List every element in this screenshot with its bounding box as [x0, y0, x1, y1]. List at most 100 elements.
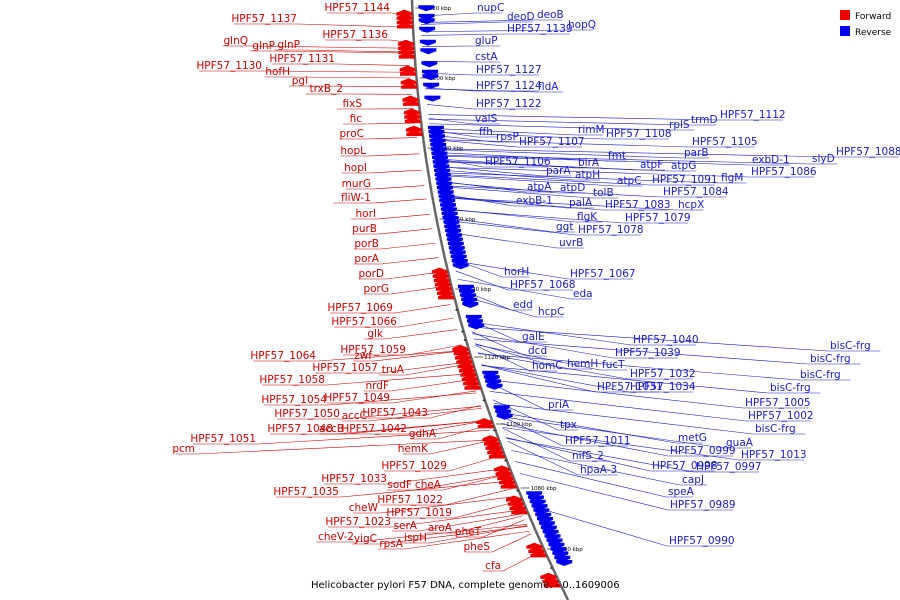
- reverse-gene-arrow[interactable]: [533, 508, 550, 515]
- forward-gene-label[interactable]: cheV-2: [318, 531, 354, 543]
- reverse-gene-arrow[interactable]: [496, 413, 513, 420]
- reverse-gene-label[interactable]: nupC: [477, 2, 504, 14]
- forward-gene-arrow[interactable]: [483, 439, 500, 446]
- reverse-gene-arrow[interactable]: [556, 560, 573, 566]
- forward-gene-label[interactable]: truA: [382, 364, 405, 376]
- forward-gene-arrow[interactable]: [456, 357, 473, 364]
- forward-gene-label[interactable]: HPF57_1057: [312, 362, 378, 374]
- reverse-gene-arrow[interactable]: [486, 383, 503, 390]
- forward-gene-arrow[interactable]: [476, 418, 493, 425]
- forward-gene-arrow[interactable]: [431, 267, 448, 274]
- reverse-gene-label[interactable]: hopQ: [568, 19, 596, 31]
- reverse-gene-label[interactable]: bisC-frg: [830, 340, 871, 352]
- reverse-gene-label[interactable]: HPF57_1002: [748, 410, 814, 422]
- reverse-gene-label[interactable]: atpA: [527, 181, 552, 193]
- reverse-gene-label[interactable]: bisC-frg: [770, 382, 811, 394]
- forward-gene-label[interactable]: HPF57_1048: [267, 423, 333, 435]
- reverse-gene-label[interactable]: parA: [546, 165, 571, 177]
- reverse-gene-label[interactable]: rimM: [578, 124, 605, 136]
- reverse-gene-label[interactable]: birA: [578, 157, 600, 169]
- forward-gene-label[interactable]: fic: [350, 113, 363, 125]
- reverse-gene-label[interactable]: HPF57_1091: [652, 174, 718, 186]
- reverse-gene-label[interactable]: HPF57_1039: [615, 347, 681, 359]
- reverse-gene-label[interactable]: slyD: [812, 153, 835, 165]
- forward-gene-label[interactable]: serA: [394, 520, 418, 532]
- forward-gene-label[interactable]: HPF57_1022: [377, 494, 443, 506]
- forward-gene-arrow[interactable]: [457, 362, 474, 369]
- forward-gene-arrow[interactable]: [487, 448, 504, 455]
- forward-gene-label[interactable]: pcm: [172, 443, 195, 455]
- reverse-gene-label[interactable]: atpC: [617, 175, 642, 187]
- reverse-gene-label[interactable]: HPF57_1139: [507, 23, 573, 35]
- reverse-gene-label[interactable]: HPF57_1084: [663, 186, 729, 198]
- forward-gene-arrow[interactable]: [404, 117, 421, 124]
- forward-gene-arrow[interactable]: [396, 9, 413, 16]
- forward-gene-arrow[interactable]: [438, 293, 455, 300]
- reverse-gene-label[interactable]: hpaA-3: [580, 464, 617, 476]
- reverse-gene-label[interactable]: cstA: [475, 51, 498, 63]
- reverse-gene-label[interactable]: tpx: [560, 419, 577, 431]
- reverse-gene-label[interactable]: HPF57_0998: [652, 460, 718, 472]
- forward-gene-arrow[interactable]: [505, 495, 522, 502]
- forward-gene-arrow[interactable]: [399, 65, 416, 72]
- forward-gene-arrow[interactable]: [454, 353, 471, 360]
- reverse-gene-arrow[interactable]: [421, 61, 438, 68]
- forward-gene-label[interactable]: glnP: [252, 40, 275, 52]
- reverse-gene-label[interactable]: gluP: [475, 35, 498, 47]
- reverse-gene-label[interactable]: HPF57_1107: [519, 136, 585, 148]
- forward-gene-label[interactable]: accC: [342, 410, 367, 422]
- reverse-gene-label[interactable]: exbD-1: [752, 154, 790, 166]
- reverse-gene-arrow[interactable]: [418, 5, 435, 12]
- forward-gene-arrow[interactable]: [482, 435, 499, 442]
- forward-gene-arrow[interactable]: [544, 581, 561, 588]
- forward-gene-label[interactable]: cfa: [485, 560, 501, 572]
- forward-gene-arrow[interactable]: [507, 499, 524, 506]
- reverse-gene-label[interactable]: exbB-1: [516, 195, 553, 207]
- reverse-gene-arrow[interactable]: [418, 18, 435, 25]
- reverse-gene-label[interactable]: HPF57_1034: [630, 381, 696, 393]
- forward-gene-arrow[interactable]: [432, 271, 449, 278]
- forward-gene-label[interactable]: HPF57_1136: [322, 29, 388, 41]
- reverse-gene-label[interactable]: deoB: [537, 9, 564, 21]
- forward-gene-label[interactable]: gdhA: [409, 428, 437, 440]
- forward-gene-arrow[interactable]: [500, 482, 517, 489]
- reverse-gene-label[interactable]: nifS_2: [572, 450, 604, 462]
- forward-gene-arrow[interactable]: [497, 474, 514, 480]
- reverse-gene-label[interactable]: HPF57_1127: [476, 64, 542, 76]
- reverse-gene-label[interactable]: HPF57_1122: [476, 98, 542, 110]
- forward-gene-label[interactable]: glnQ: [223, 35, 248, 47]
- reverse-gene-label[interactable]: HPF57_1011: [565, 435, 631, 447]
- reverse-gene-label[interactable]: edd: [513, 299, 533, 311]
- forward-gene-label[interactable]: HPF57_1050: [274, 408, 340, 420]
- reverse-gene-label[interactable]: HPF57_0999: [670, 445, 736, 457]
- reverse-gene-label[interactable]: metG: [678, 432, 707, 444]
- reverse-gene-label[interactable]: HPF57_1108: [606, 128, 672, 140]
- forward-gene-label[interactable]: porD: [359, 268, 385, 280]
- forward-gene-arrow[interactable]: [396, 13, 413, 20]
- forward-gene-label[interactable]: rpsA: [379, 538, 403, 550]
- forward-gene-label[interactable]: hopI: [344, 162, 367, 174]
- forward-gene-label[interactable]: HPF57_1137: [231, 13, 297, 25]
- reverse-gene-label[interactable]: guaA: [726, 437, 754, 449]
- forward-gene-arrow[interactable]: [453, 349, 470, 356]
- forward-gene-arrow[interactable]: [402, 95, 419, 102]
- forward-gene-label[interactable]: murG: [342, 178, 371, 190]
- reverse-gene-label[interactable]: fucT: [602, 359, 625, 371]
- forward-gene-arrow[interactable]: [398, 44, 415, 50]
- forward-gene-arrow[interactable]: [405, 125, 422, 132]
- reverse-gene-label[interactable]: eda: [573, 288, 593, 300]
- forward-gene-label[interactable]: fliW-1: [341, 192, 371, 204]
- forward-gene-arrow[interactable]: [509, 504, 526, 511]
- reverse-gene-label[interactable]: HPF57_0990: [669, 535, 735, 547]
- reverse-gene-arrow[interactable]: [452, 263, 469, 270]
- reverse-gene-label[interactable]: galE: [522, 331, 545, 343]
- forward-gene-arrow[interactable]: [398, 48, 415, 55]
- reverse-gene-label[interactable]: atpF: [640, 159, 663, 171]
- reverse-gene-label[interactable]: HPF57_1112: [720, 109, 786, 121]
- forward-gene-arrow[interactable]: [463, 379, 480, 386]
- reverse-gene-label[interactable]: HPF57_0997: [696, 461, 762, 473]
- reverse-gene-label[interactable]: deoD: [507, 11, 535, 23]
- reverse-gene-label[interactable]: uvrB: [559, 237, 583, 249]
- forward-gene-arrow[interactable]: [498, 478, 515, 485]
- forward-gene-arrow[interactable]: [485, 443, 502, 450]
